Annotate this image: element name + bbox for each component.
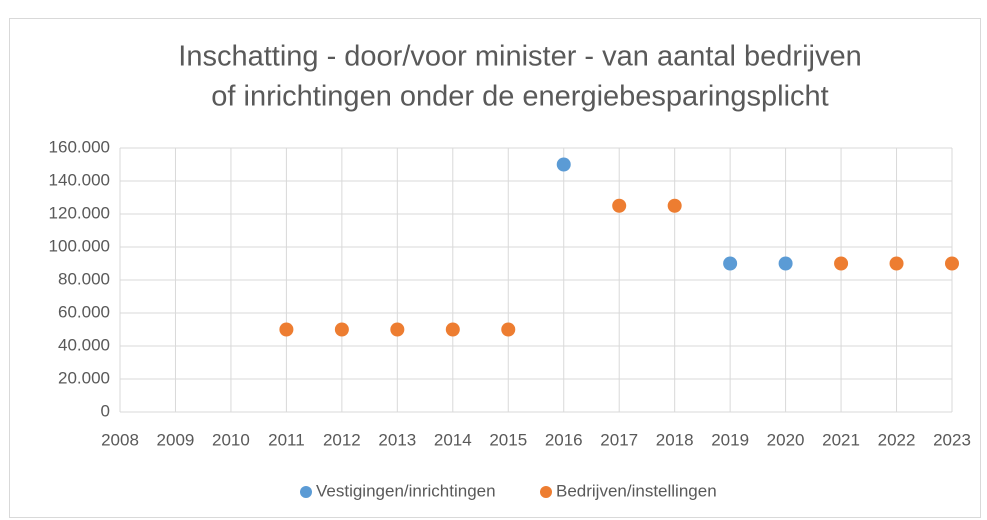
y-tick-label: 120.000 [49,203,110,222]
x-tick-label: 2022 [878,430,916,449]
y-tick-label: 160.000 [49,137,110,156]
data-point [556,157,571,172]
x-tick-label: 2013 [378,430,416,449]
legend-label: Bedrijven/instellingen [556,481,717,500]
data-point [723,256,738,271]
data-point [667,198,682,213]
chart-title: of inrichtingen onder de energiebesparin… [211,81,828,113]
chart-title: Inschatting - door/voor minister - van a… [178,41,861,73]
legend-marker [300,486,312,498]
x-tick-label: 2009 [157,430,195,449]
x-tick-label: 2017 [600,430,638,449]
x-tick-label: 2015 [489,430,527,449]
x-tick-label: 2016 [545,430,583,449]
y-tick-label: 40.000 [58,335,110,354]
x-tick-label: 2010 [212,430,250,449]
x-tick-label: 2012 [323,430,361,449]
data-point [778,256,793,271]
data-point [612,198,627,213]
x-tick-label: 2019 [711,430,749,449]
data-point [334,322,349,337]
x-tick-label: 2011 [268,430,305,449]
data-point [834,256,849,271]
x-tick-label: 2020 [767,430,805,449]
x-tick-label: 2008 [101,430,139,449]
y-tick-label: 0 [101,401,110,420]
legend-label: Vestigingen/inrichtingen [316,481,496,500]
data-point [945,256,959,271]
data-point [390,322,405,337]
y-tick-label: 140.000 [49,170,110,189]
y-tick-label: 20.000 [58,368,110,387]
legend-marker [540,486,552,498]
y-tick-label: 80.000 [58,269,110,288]
chart-frame [9,18,981,518]
x-tick-label: 2021 [822,430,860,449]
data-point [445,322,460,337]
data-point [501,322,516,337]
y-tick-label: 60.000 [58,302,110,321]
data-point [279,322,294,337]
x-tick-label: 2014 [434,430,472,449]
x-tick-label: 2023 [933,430,971,449]
x-tick-label: 2018 [656,430,694,449]
y-tick-label: 100.000 [49,236,110,255]
data-point [889,256,904,271]
